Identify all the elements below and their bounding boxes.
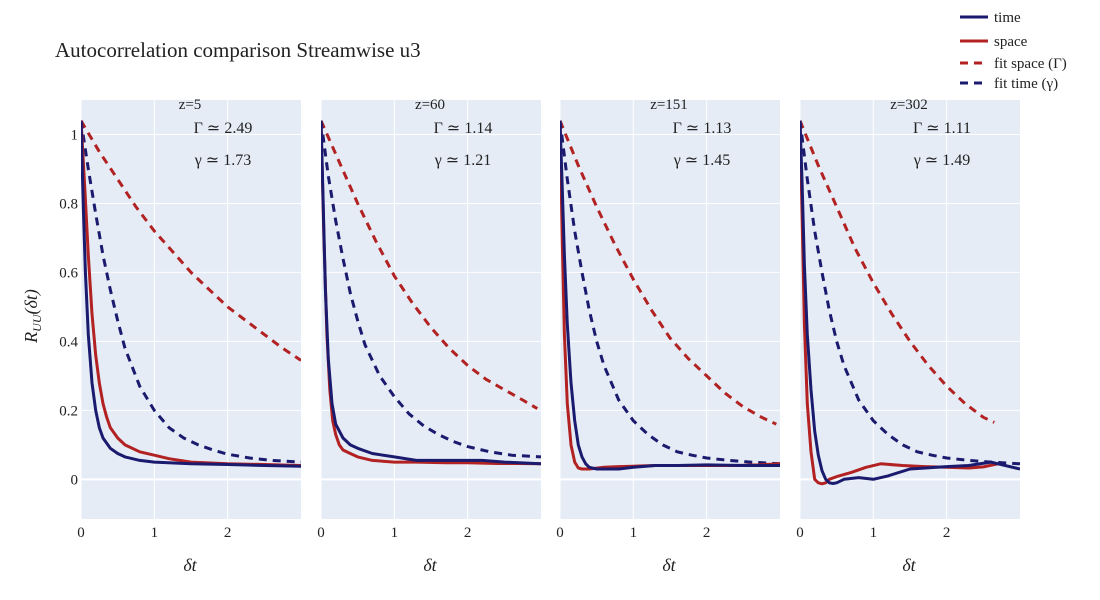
- x-tick-label: 0: [556, 525, 564, 541]
- gamma-annotation: γ ≃ 1.73: [194, 152, 251, 169]
- series-group: [81, 119, 301, 468]
- x-axis-label: δt: [662, 555, 676, 575]
- series-line-time: [321, 120, 541, 466]
- y-tick-label: 0: [71, 472, 79, 488]
- x-tick-label: 2: [943, 525, 951, 541]
- series-line-fit-space: [800, 120, 995, 424]
- gamma-annotation: γ ≃ 1.45: [673, 152, 730, 169]
- panel-title: z=302: [890, 97, 928, 113]
- panel-background: [560, 100, 780, 519]
- y-axis-label-main: R: [21, 332, 41, 344]
- panel-3: 0 1 2 z=151 Γ ≃ 1.13 γ ≃ 1.45 δt: [556, 97, 780, 575]
- y-axis-label-rest: (δt): [21, 289, 42, 314]
- y-tick-label: 0.2: [59, 403, 78, 419]
- legend-label: fit time (γ): [994, 76, 1058, 92]
- x-tick-label: 2: [703, 525, 711, 541]
- x-tick-label: 1: [151, 525, 159, 541]
- x-axis-label: δt: [423, 555, 437, 575]
- y-tick-label: 0.6: [59, 265, 78, 281]
- panels-group: 0 1 2 0 0.2 0.4 0.6 0.8 1 z=5 Γ ≃ 2.49 γ ≃ 1.73 δt 0 1…: [59, 97, 1020, 575]
- series-line-time: [560, 120, 780, 471]
- series-line-fit-time: [800, 120, 1020, 466]
- series-group: [321, 120, 541, 466]
- legend-item: time: [960, 10, 1021, 26]
- y-axis-label-sub: UU: [30, 313, 44, 332]
- series-line-fit-space: [321, 120, 539, 410]
- panel-2: 0 1 2 z=60 Γ ≃ 1.14 γ ≃ 1.21 δt: [317, 97, 541, 575]
- legend-item: fit time (γ): [960, 76, 1058, 92]
- series-line-space: [81, 120, 301, 467]
- gamma-cap-annotation: Γ ≃ 1.11: [913, 120, 971, 137]
- x-tick-label: 1: [870, 525, 878, 541]
- series-group: [560, 120, 780, 471]
- series-line-fit-time: [81, 120, 301, 464]
- series-line-time: [800, 120, 1020, 485]
- panel-title: z=151: [650, 97, 688, 113]
- panel-title: z=5: [179, 97, 202, 113]
- panel-1: 0 1 2 0 0.2 0.4 0.6 0.8 1 z=5 Γ ≃ 2.49 γ ≃ 1.73 δt: [59, 97, 301, 575]
- legend-item: space: [960, 34, 1028, 50]
- chart-title: Autocorrelation comparison Streamwise u3: [55, 38, 421, 62]
- series-line-fit-space: [81, 119, 301, 362]
- y-tick-label: 1: [71, 127, 79, 143]
- y-axis-label: RUU(δt): [21, 289, 44, 344]
- x-tick-label: 1: [630, 525, 638, 541]
- series-line-fit-space: [560, 120, 777, 426]
- series-line-time: [81, 120, 301, 468]
- panel-background: [800, 100, 1020, 519]
- y-tick-label: 0.4: [59, 334, 78, 350]
- series-line-fit-time: [560, 120, 780, 466]
- legend-label: time: [994, 10, 1021, 26]
- gamma-cap-annotation: Γ ≃ 1.14: [434, 120, 493, 137]
- x-tick-label: 0: [77, 525, 85, 541]
- x-tick-label: 0: [317, 525, 325, 541]
- series-group: [800, 120, 1020, 486]
- legend: time space fit space (Γ) fit time (γ): [960, 10, 1067, 92]
- panel-title: z=60: [415, 97, 445, 113]
- x-tick-label: 2: [464, 525, 472, 541]
- panel-4: 0 1 2 z=302 Γ ≃ 1.11 γ ≃ 1.49 δt: [796, 97, 1020, 575]
- legend-item: fit space (Γ): [960, 56, 1067, 72]
- gamma-annotation: γ ≃ 1.49: [913, 152, 970, 169]
- x-tick-label: 0: [796, 525, 804, 541]
- legend-label: fit space (Γ): [994, 56, 1067, 72]
- x-tick-label: 2: [224, 525, 232, 541]
- x-axis-label: δt: [183, 555, 197, 575]
- y-tick-label: 0.8: [59, 196, 78, 212]
- x-tick-label: 1: [391, 525, 399, 541]
- gamma-annotation: γ ≃ 1.21: [434, 152, 491, 169]
- gamma-cap-annotation: Γ ≃ 2.49: [194, 120, 253, 137]
- x-axis-label: δt: [902, 555, 916, 575]
- gamma-cap-annotation: Γ ≃ 1.13: [673, 120, 732, 137]
- series-line-fit-time: [321, 120, 541, 459]
- panel-background: [81, 100, 301, 519]
- legend-label: space: [994, 34, 1028, 50]
